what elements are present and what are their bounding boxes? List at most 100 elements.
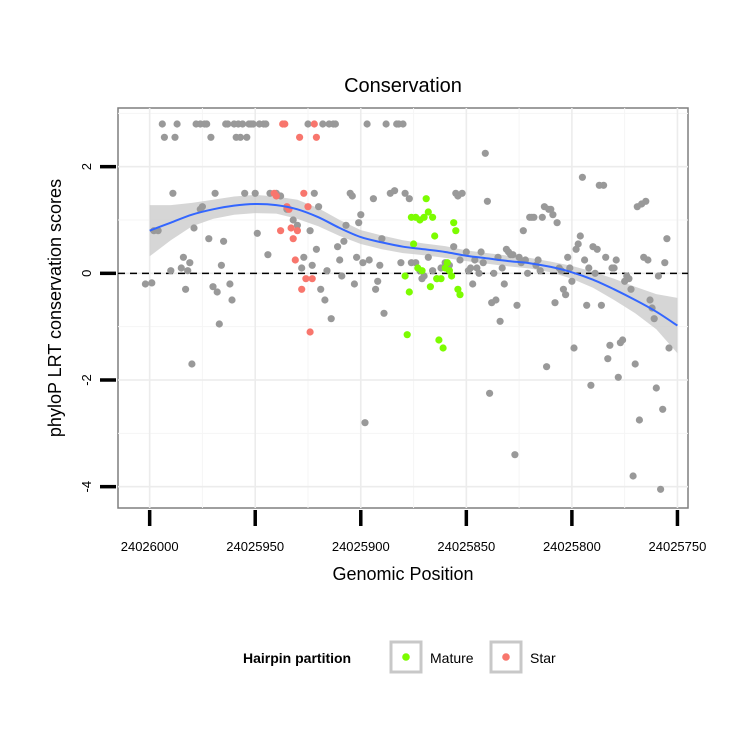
point-other: [306, 227, 314, 235]
point-other: [224, 120, 232, 128]
point-mature: [439, 344, 447, 352]
point-other: [173, 120, 181, 128]
point-other: [317, 285, 325, 293]
point-mature: [456, 291, 464, 299]
point-other: [249, 120, 257, 128]
point-other: [401, 189, 409, 197]
point-star: [310, 120, 318, 128]
point-other: [585, 264, 593, 272]
point-other: [177, 264, 185, 272]
point-mature: [431, 232, 439, 240]
point-other: [475, 269, 483, 277]
point-other: [627, 285, 635, 293]
point-star: [312, 133, 320, 141]
point-other: [496, 317, 504, 325]
point-mature: [401, 272, 409, 280]
point-mature: [420, 213, 428, 221]
point-other: [158, 120, 166, 128]
point-other: [372, 285, 380, 293]
point-other: [456, 256, 464, 264]
point-other: [359, 259, 367, 267]
point-other: [604, 355, 612, 363]
point-other: [363, 120, 371, 128]
point-other: [574, 240, 582, 248]
point-other: [262, 120, 270, 128]
point-other: [663, 235, 671, 243]
point-other: [378, 235, 386, 243]
point-other: [342, 221, 350, 229]
point-star: [298, 285, 306, 293]
point-other: [462, 248, 470, 256]
point-other: [469, 280, 477, 288]
point-other: [298, 264, 306, 272]
point-other: [319, 120, 327, 128]
point-other: [534, 256, 542, 264]
x-tick-label: 24025800: [543, 539, 601, 554]
point-mature: [448, 272, 456, 280]
point-star: [306, 328, 314, 336]
point-other: [610, 264, 618, 272]
point-other: [228, 296, 236, 304]
point-other: [619, 336, 627, 344]
x-axis-title: Genomic Position: [332, 564, 473, 584]
point-other: [450, 243, 458, 251]
point-other: [198, 203, 206, 211]
legend-label-mature: Mature: [430, 650, 474, 666]
point-mature: [405, 288, 413, 296]
point-other: [336, 256, 344, 264]
point-other: [661, 259, 669, 267]
point-other: [515, 253, 523, 261]
point-other: [399, 120, 407, 128]
point-other: [289, 216, 297, 224]
point-other: [614, 373, 622, 381]
point-other: [498, 264, 506, 272]
point-other: [486, 389, 494, 397]
point-other: [327, 315, 335, 323]
point-other: [340, 237, 348, 245]
point-other: [323, 267, 331, 275]
point-other: [530, 213, 538, 221]
point-other: [635, 416, 644, 424]
plot-panel: [117, 107, 689, 509]
point-other: [251, 189, 259, 197]
point-other: [171, 133, 179, 141]
legend-swatch-star: [502, 653, 510, 661]
point-other: [490, 269, 498, 277]
point-other: [264, 251, 272, 259]
y-axis: -4 -2 0 2: [79, 163, 116, 492]
y-axis-title: phyloP LRT conservation scores: [45, 179, 65, 437]
point-other: [583, 301, 591, 309]
point-other: [524, 269, 532, 277]
point-other: [374, 277, 382, 285]
y-tick-label: 2: [79, 163, 94, 170]
point-other: [625, 275, 633, 283]
point-other: [578, 173, 587, 181]
point-other: [602, 253, 610, 261]
legend-swatch-mature: [402, 653, 410, 661]
point-other: [547, 205, 555, 213]
point-other: [429, 267, 437, 275]
point-star: [300, 189, 308, 197]
x-axis: 24026000 24025950 24025900 24025850 24025800…: [121, 510, 706, 554]
point-other: [642, 197, 650, 205]
point-other: [369, 195, 377, 203]
point-other: [477, 248, 485, 256]
data-points: [141, 120, 673, 493]
point-mature: [403, 331, 411, 339]
point-mature: [454, 285, 462, 293]
point-star: [293, 227, 301, 235]
point-other: [188, 360, 196, 368]
point-mature: [452, 227, 460, 235]
point-other: [243, 133, 251, 141]
point-other: [331, 120, 339, 128]
point-mature: [424, 208, 432, 216]
y-tick-label: 0: [79, 270, 94, 277]
point-other: [467, 264, 475, 272]
point-other: [391, 187, 399, 195]
point-mature: [435, 336, 443, 344]
point-other: [226, 280, 234, 288]
point-other: [397, 259, 405, 267]
point-other: [479, 259, 487, 267]
point-other: [236, 133, 244, 141]
